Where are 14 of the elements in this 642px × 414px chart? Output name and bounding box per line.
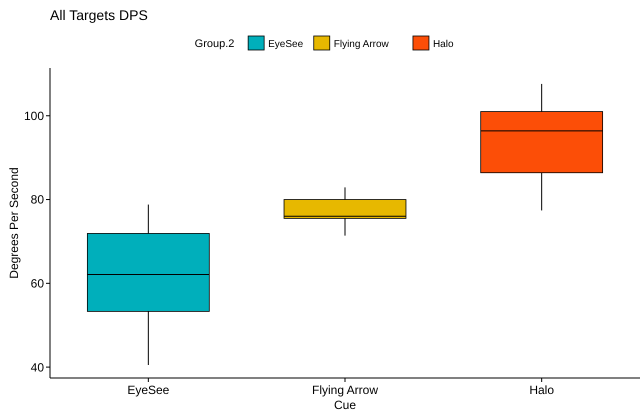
y-tick-label: 80 [30,192,44,207]
legend-label: Halo [432,39,454,50]
y-tick-label: 40 [30,360,44,374]
y-axis-title: Degrees Per Second [7,167,21,279]
x-tick-label: Flying Arrow [312,383,378,397]
y-tick-label: 100 [24,108,44,123]
y-tick-label: 60 [30,276,44,291]
chart-title: All Targets DPS [50,7,148,23]
x-axis-title: Cue [334,398,356,412]
legend-label: EyeSee [268,39,304,50]
legend-label: Flying Arrow [334,39,390,50]
legend-title: Group.2 [194,38,234,50]
x-tick-label: Halo [529,383,554,397]
x-tick-label: EyeSee [127,383,170,397]
